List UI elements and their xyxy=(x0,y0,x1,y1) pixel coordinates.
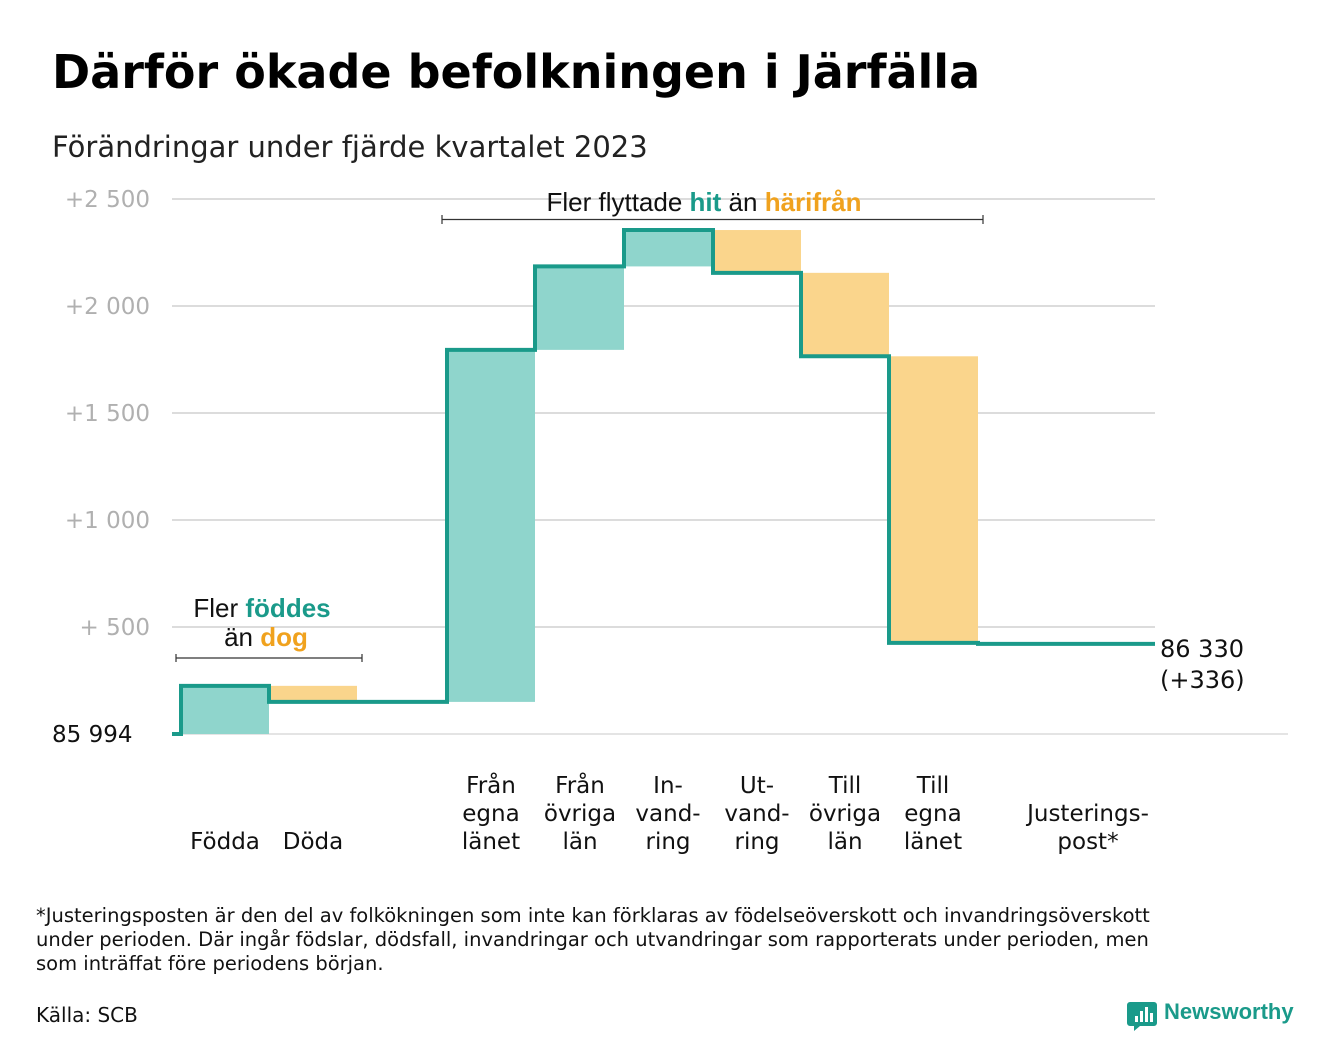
chart-title: Därför ökade befolkningen i Järfälla xyxy=(52,45,980,99)
step-bar xyxy=(889,356,978,643)
category-label: övriga xyxy=(544,801,616,827)
category-label: Från xyxy=(555,771,605,799)
migration-annotation-text: Fler flyttade hit än härifrån xyxy=(546,187,861,217)
category-label: vand- xyxy=(724,801,789,827)
step-bar xyxy=(269,685,357,702)
category-label: egna xyxy=(462,801,519,827)
y-tick-label: + 500 xyxy=(80,615,150,641)
births-annotation: Fler föddes än dog xyxy=(175,593,363,662)
category-label: Ut- xyxy=(740,773,774,799)
y-tick-label: +2 500 xyxy=(65,187,150,213)
category-label: Födda xyxy=(190,829,260,855)
y-axis-ticks: + 500 +1 000 +1 500 +2 000 +2 500 xyxy=(65,187,150,641)
gridlines xyxy=(172,198,1288,735)
category-label: vand- xyxy=(635,801,700,827)
source-label: Källa: SCB xyxy=(36,1003,138,1027)
newsworthy-logo-icon xyxy=(1127,1002,1157,1031)
category-label: övriga xyxy=(809,801,881,827)
step-bar xyxy=(624,230,713,267)
category-label: Justerings- xyxy=(1025,801,1149,827)
baseline-value-label: 85 994 xyxy=(52,722,132,748)
step-bars xyxy=(181,230,978,734)
category-label: egna xyxy=(904,801,961,827)
category-label: Till xyxy=(828,773,862,799)
migration-bracket xyxy=(441,215,984,224)
category-label: Från xyxy=(466,771,516,799)
y-tick-label: +2 000 xyxy=(65,294,150,320)
step-bar xyxy=(181,685,269,734)
births-annotation-line2: än dog xyxy=(224,622,308,652)
births-annotation-line1: Fler föddes xyxy=(193,593,330,623)
footnote-line-1: *Justeringsposten är den del av folkökni… xyxy=(36,904,1150,927)
step-bar xyxy=(447,349,535,702)
category-label: Till xyxy=(916,773,950,799)
footnote-line-3: som inträffat före periodens början. xyxy=(36,952,384,975)
category-label: ring xyxy=(734,829,779,855)
category-label: post* xyxy=(1057,829,1118,855)
step-bar xyxy=(801,272,889,357)
category-label: län xyxy=(827,829,862,855)
newsworthy-brand-text: Newsworthy xyxy=(1164,999,1294,1024)
category-label: länet xyxy=(462,829,520,855)
category-label: Döda xyxy=(283,829,343,855)
step-bar xyxy=(713,230,801,273)
category-label: ring xyxy=(645,829,690,855)
cumulative-step-line xyxy=(172,228,1155,736)
end-change-label: (+336) xyxy=(1160,666,1245,694)
chart-subtitle: Förändringar under fjärde kvartalet 2023 xyxy=(52,130,648,164)
y-tick-label: +1 500 xyxy=(65,401,150,427)
y-tick-label: +1 000 xyxy=(65,508,150,534)
migration-annotation: Fler flyttade hit än härifrån xyxy=(441,187,984,224)
footnote-line-2: under perioden. Där ingår födslar, dödsf… xyxy=(36,928,1149,951)
category-label: länet xyxy=(904,829,962,855)
step-bar xyxy=(535,266,624,350)
end-value-label: 86 330 xyxy=(1160,635,1244,663)
category-label: In- xyxy=(653,773,683,799)
category-labels: Födda DödaFrånegnalänetFrånövrigalänIn-va… xyxy=(190,771,1149,855)
births-bracket xyxy=(175,654,363,662)
newsworthy-logo: Newsworthy xyxy=(1127,999,1294,1031)
category-label: län xyxy=(562,829,597,855)
